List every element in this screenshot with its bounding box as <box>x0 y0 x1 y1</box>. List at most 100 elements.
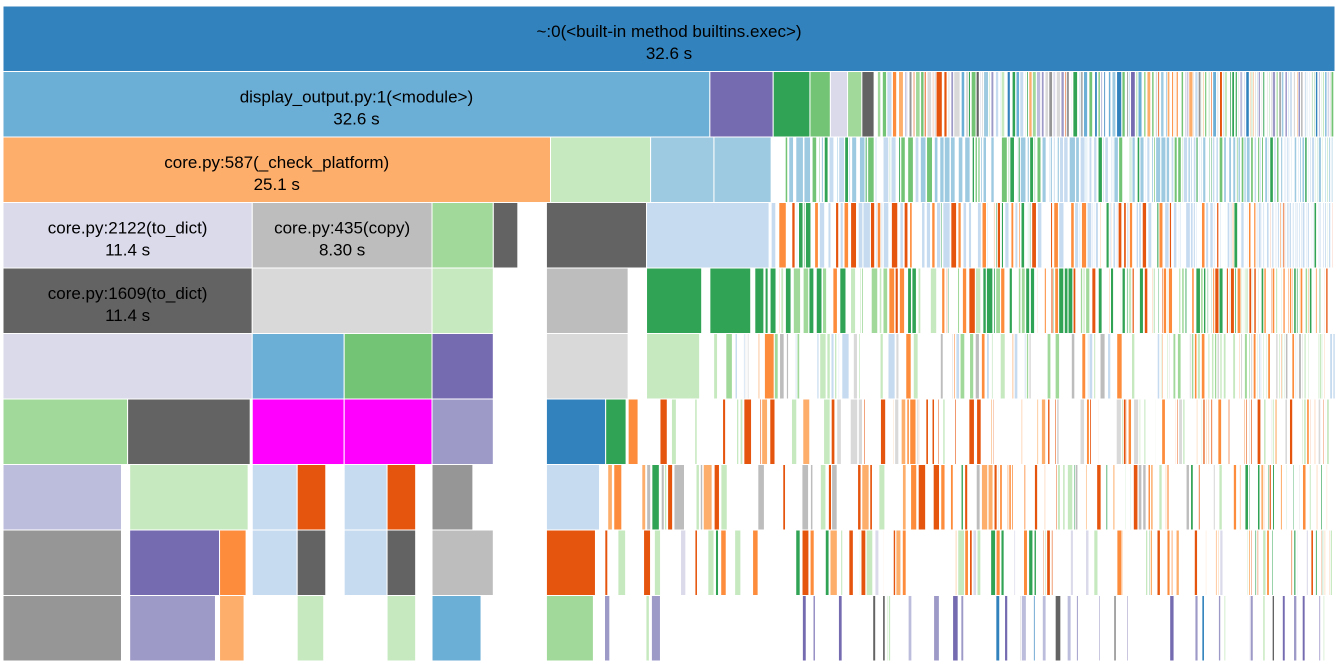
flame-node-small[interactable] <box>983 71 990 138</box>
flame-node-small[interactable] <box>982 267 987 334</box>
flame-node-small[interactable] <box>722 398 727 465</box>
flame-node-small[interactable] <box>744 333 748 400</box>
flame-node-small[interactable] <box>782 464 787 531</box>
flame-node-small[interactable] <box>967 71 971 138</box>
flame-node-small[interactable] <box>1266 529 1270 596</box>
flame-node-small[interactable] <box>1036 136 1042 203</box>
flame-node-small[interactable] <box>874 136 878 203</box>
flame-node-small[interactable] <box>770 202 777 269</box>
flame-node-small[interactable] <box>1217 595 1222 662</box>
flame-node-small[interactable] <box>1113 595 1117 662</box>
flame-node-small[interactable] <box>1075 136 1080 203</box>
flame-node-small[interactable] <box>1024 71 1027 138</box>
flame-node-small[interactable] <box>1223 595 1227 662</box>
flame-node-small[interactable] <box>1232 136 1237 203</box>
flame-node-small[interactable] <box>1217 398 1223 465</box>
flame-node-small[interactable] <box>814 202 819 269</box>
flame-node-small[interactable] <box>802 267 810 334</box>
flame-node-small[interactable] <box>1147 464 1151 531</box>
flame-node-small[interactable] <box>1097 136 1103 203</box>
flame-node-small[interactable] <box>1106 71 1109 138</box>
flame-node-small[interactable] <box>857 464 862 531</box>
flame-node-small[interactable] <box>604 595 611 662</box>
flame-node-r9-peach[interactable] <box>219 595 245 662</box>
flame-node-small[interactable] <box>1306 71 1309 138</box>
flame-node-small[interactable] <box>1141 202 1148 269</box>
flame-node-small[interactable] <box>1094 202 1099 269</box>
flame-node-small[interactable] <box>823 136 829 203</box>
flame-node-small[interactable] <box>834 333 838 400</box>
flame-node-small[interactable] <box>1206 267 1210 334</box>
flame-node-small[interactable] <box>1227 71 1230 138</box>
flame-node-small[interactable] <box>1162 267 1168 334</box>
flame-node-small[interactable] <box>960 595 965 662</box>
flame-node-small[interactable] <box>1172 202 1178 269</box>
flame-node-r6-lilac[interactable] <box>431 398 494 465</box>
flame-node-small[interactable] <box>940 202 943 269</box>
flame-node-small[interactable] <box>1271 267 1276 334</box>
flame-node-small[interactable] <box>1138 267 1144 334</box>
flame-node-small[interactable] <box>822 267 828 334</box>
flame-node-r4-green2[interactable] <box>709 267 752 334</box>
flame-node-small[interactable] <box>954 529 958 596</box>
flame-node-small[interactable] <box>957 529 966 596</box>
flame-node-small[interactable] <box>1212 71 1218 138</box>
flame-node-small[interactable] <box>1263 464 1266 531</box>
flame-node-small[interactable] <box>857 202 864 269</box>
flame-node-small[interactable] <box>1316 136 1319 203</box>
flame-node-r1-dgray[interactable] <box>861 71 875 138</box>
flame-node-small[interactable] <box>940 464 946 531</box>
flame-node-small[interactable] <box>1169 595 1175 662</box>
flame-node-small[interactable] <box>1324 398 1327 465</box>
flame-node-small[interactable] <box>969 529 973 596</box>
flame-node-small[interactable] <box>861 464 870 531</box>
flame-node-small[interactable] <box>1054 595 1062 662</box>
flame-node-small[interactable] <box>824 529 830 596</box>
flame-node-small[interactable] <box>1170 136 1175 203</box>
flame-node-small[interactable] <box>1008 267 1013 334</box>
flame-node-small[interactable] <box>1228 136 1232 203</box>
flame-node-small[interactable] <box>754 267 765 334</box>
flame-node-small[interactable] <box>1125 267 1129 334</box>
flame-node-small[interactable] <box>1249 595 1254 662</box>
flame-node-small[interactable] <box>1189 202 1194 269</box>
flame-node-small[interactable] <box>987 464 994 531</box>
flame-node-small[interactable] <box>845 464 848 531</box>
flame-node-small[interactable] <box>1017 267 1022 334</box>
flame-node-small[interactable] <box>863 398 866 465</box>
flame-node-small[interactable] <box>1314 71 1319 138</box>
flame-node-r5-lav[interactable] <box>2 333 253 400</box>
flame-node-small[interactable] <box>891 71 898 138</box>
flame-node-small[interactable] <box>1116 333 1123 400</box>
flame-node-small[interactable] <box>779 333 785 400</box>
flame-node-small[interactable] <box>1174 398 1177 465</box>
flame-node-small[interactable] <box>1000 529 1005 596</box>
flame-node-small[interactable] <box>1094 71 1098 138</box>
flame-node-small[interactable] <box>1126 595 1129 662</box>
flame-node-small[interactable] <box>1314 136 1317 203</box>
flame-node-small[interactable] <box>881 71 888 138</box>
flame-node-small[interactable] <box>1047 398 1051 465</box>
flame-node-small[interactable] <box>1287 398 1290 465</box>
flame-node-small[interactable] <box>1151 267 1154 334</box>
flame-node-small[interactable] <box>1058 202 1065 269</box>
flame-node-small[interactable] <box>1234 71 1238 138</box>
flame-node-small[interactable] <box>1280 267 1283 334</box>
flame-node-small[interactable] <box>989 333 993 400</box>
flame-node-small[interactable] <box>1214 267 1220 334</box>
flame-node-small[interactable] <box>1043 464 1047 531</box>
flame-node-small[interactable] <box>1181 267 1185 334</box>
flame-node-r8-pale2[interactable] <box>343 529 388 596</box>
flame-node-small[interactable] <box>1178 267 1182 334</box>
flame-node-small[interactable] <box>1320 71 1323 138</box>
flame-node-small[interactable] <box>1219 333 1223 400</box>
flame-node-small[interactable] <box>947 267 950 334</box>
flame-node-small[interactable] <box>1026 136 1030 203</box>
flame-node-small[interactable] <box>791 202 796 269</box>
flame-node-r6-blue[interactable] <box>545 398 607 465</box>
flame-node-small[interactable] <box>1029 267 1036 334</box>
flame-node-small[interactable] <box>746 333 750 400</box>
flame-node-small[interactable] <box>935 202 942 269</box>
flame-node-small[interactable] <box>1050 202 1054 269</box>
flame-node-small[interactable] <box>1317 333 1320 400</box>
